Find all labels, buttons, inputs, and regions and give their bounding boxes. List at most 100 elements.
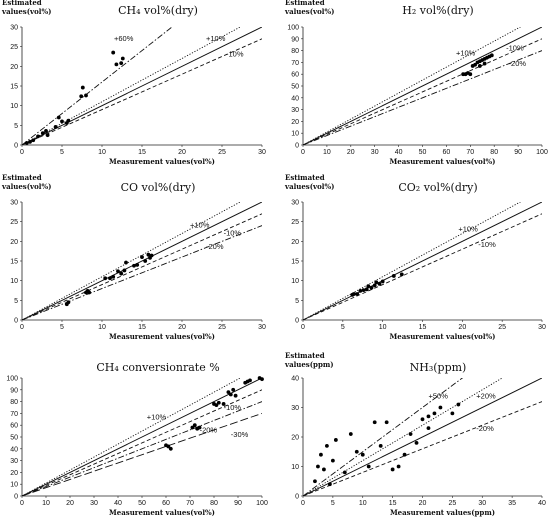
y-tick-label: 30 bbox=[10, 458, 18, 465]
y-axis-label: values(ppm) bbox=[284, 360, 334, 369]
x-tick-label: 10 bbox=[42, 500, 50, 507]
data-point bbox=[226, 390, 231, 395]
reference-line-label: +20% bbox=[476, 392, 496, 401]
x-tick-label: 25 bbox=[448, 500, 456, 507]
x-tick-label: 60 bbox=[162, 500, 170, 507]
reference-line-plus10pct bbox=[303, 27, 522, 145]
reference-line-minus10pct bbox=[303, 213, 542, 320]
data-point bbox=[361, 288, 366, 293]
x-tick-label: 100 bbox=[536, 149, 548, 156]
data-point bbox=[87, 290, 92, 295]
reference-line-plus10pct bbox=[22, 27, 242, 145]
x-tick-label: 90 bbox=[514, 149, 522, 156]
data-point bbox=[122, 268, 127, 273]
y-tick-label: 80 bbox=[291, 48, 299, 55]
reference-line-label: +10% bbox=[458, 225, 478, 234]
reference-line-minus10pct bbox=[22, 389, 262, 496]
data-point bbox=[66, 118, 71, 123]
data-point bbox=[166, 444, 171, 449]
data-point bbox=[316, 464, 320, 469]
x-tick-label: 10 bbox=[323, 149, 331, 156]
reference-line-label: +10% bbox=[190, 221, 210, 230]
x-tick-label: 0 bbox=[20, 324, 24, 331]
chart-title: NH₃(ppm) bbox=[410, 361, 467, 374]
y-tick-label: 40 bbox=[291, 95, 299, 102]
x-tick-label: 20 bbox=[66, 500, 74, 507]
data-point bbox=[190, 425, 195, 430]
reference-line-minus20pct bbox=[22, 225, 262, 320]
y-tick-label: 20 bbox=[10, 64, 18, 71]
y-tick-label: 0 bbox=[14, 318, 18, 325]
y-tick-label: 50 bbox=[291, 84, 299, 91]
x-axis-label: Measurement values(vol%) bbox=[390, 157, 496, 166]
data-point bbox=[438, 405, 443, 410]
data-point bbox=[408, 432, 413, 436]
data-point bbox=[228, 392, 233, 397]
data-point bbox=[360, 452, 365, 457]
reference-line-parity bbox=[22, 202, 262, 320]
x-tick-label: 20 bbox=[419, 500, 427, 507]
y-tick-label: 70 bbox=[291, 60, 299, 67]
y-axis-label: Estimated bbox=[285, 0, 325, 7]
y-tick-label: 20 bbox=[10, 470, 18, 477]
data-point bbox=[197, 425, 202, 430]
reference-line-parity bbox=[22, 27, 262, 145]
reference-line-label: +10% bbox=[206, 34, 226, 43]
y-tick-label: 20 bbox=[291, 435, 299, 442]
y-tick-label: 10 bbox=[10, 103, 18, 110]
reference-line-plus20pct bbox=[303, 378, 504, 496]
x-tick-label: 70 bbox=[466, 149, 474, 156]
data-point bbox=[348, 432, 353, 436]
data-point bbox=[352, 292, 356, 296]
y-tick-label: 60 bbox=[291, 72, 299, 79]
y-tick-label: 40 bbox=[10, 446, 18, 453]
reference-line-label: -10% bbox=[226, 50, 244, 59]
reference-line-plus50pct bbox=[303, 378, 464, 496]
x-tick-label: 15 bbox=[419, 324, 427, 331]
reference-line-plus10pct bbox=[22, 202, 242, 320]
data-point bbox=[114, 62, 119, 67]
y-tick-label: 10 bbox=[291, 464, 299, 471]
data-point bbox=[473, 62, 477, 67]
data-point bbox=[489, 53, 494, 58]
data-point bbox=[330, 458, 335, 463]
data-point bbox=[414, 441, 419, 445]
x-tick-label: 25 bbox=[498, 324, 506, 331]
data-point bbox=[325, 443, 329, 448]
x-tick-label: 70 bbox=[186, 500, 194, 507]
data-point bbox=[477, 64, 482, 68]
y-axis-label: values(vol%) bbox=[284, 7, 334, 16]
reference-line-label: +60% bbox=[114, 34, 134, 43]
data-point bbox=[149, 253, 154, 258]
x-tick-label: 100 bbox=[256, 500, 268, 507]
x-tick-label: 60 bbox=[443, 149, 451, 156]
reference-line-label: -10% bbox=[224, 403, 242, 412]
data-point bbox=[354, 449, 359, 454]
data-point bbox=[214, 403, 219, 408]
reference-line-label: -20% bbox=[206, 242, 224, 251]
data-point bbox=[364, 287, 369, 292]
y-tick-label: 100 bbox=[6, 376, 18, 383]
reference-line-parity bbox=[303, 27, 542, 145]
y-tick-label: 10 bbox=[291, 131, 299, 138]
x-tick-label: 5 bbox=[60, 149, 64, 156]
data-point bbox=[322, 467, 326, 472]
x-tick-label: 50 bbox=[419, 149, 427, 156]
y-axis-label: Estimated bbox=[2, 0, 42, 7]
data-point bbox=[56, 115, 61, 120]
x-tick-label: 0 bbox=[20, 149, 24, 156]
y-axis-label: Estimated bbox=[285, 351, 325, 360]
reference-line-minus20pct bbox=[22, 401, 262, 496]
y-tick-label: 30 bbox=[10, 200, 18, 207]
y-tick-label: 15 bbox=[10, 84, 18, 91]
data-point bbox=[390, 467, 395, 472]
y-tick-label: 5 bbox=[295, 298, 299, 305]
y-tick-label: 30 bbox=[291, 107, 299, 114]
x-tick-label: 10 bbox=[379, 324, 387, 331]
y-tick-label: 40 bbox=[291, 376, 299, 383]
data-point bbox=[355, 292, 360, 296]
y-tick-label: 20 bbox=[291, 239, 299, 246]
data-point bbox=[216, 400, 221, 405]
data-point bbox=[372, 283, 377, 288]
data-point bbox=[372, 420, 377, 425]
